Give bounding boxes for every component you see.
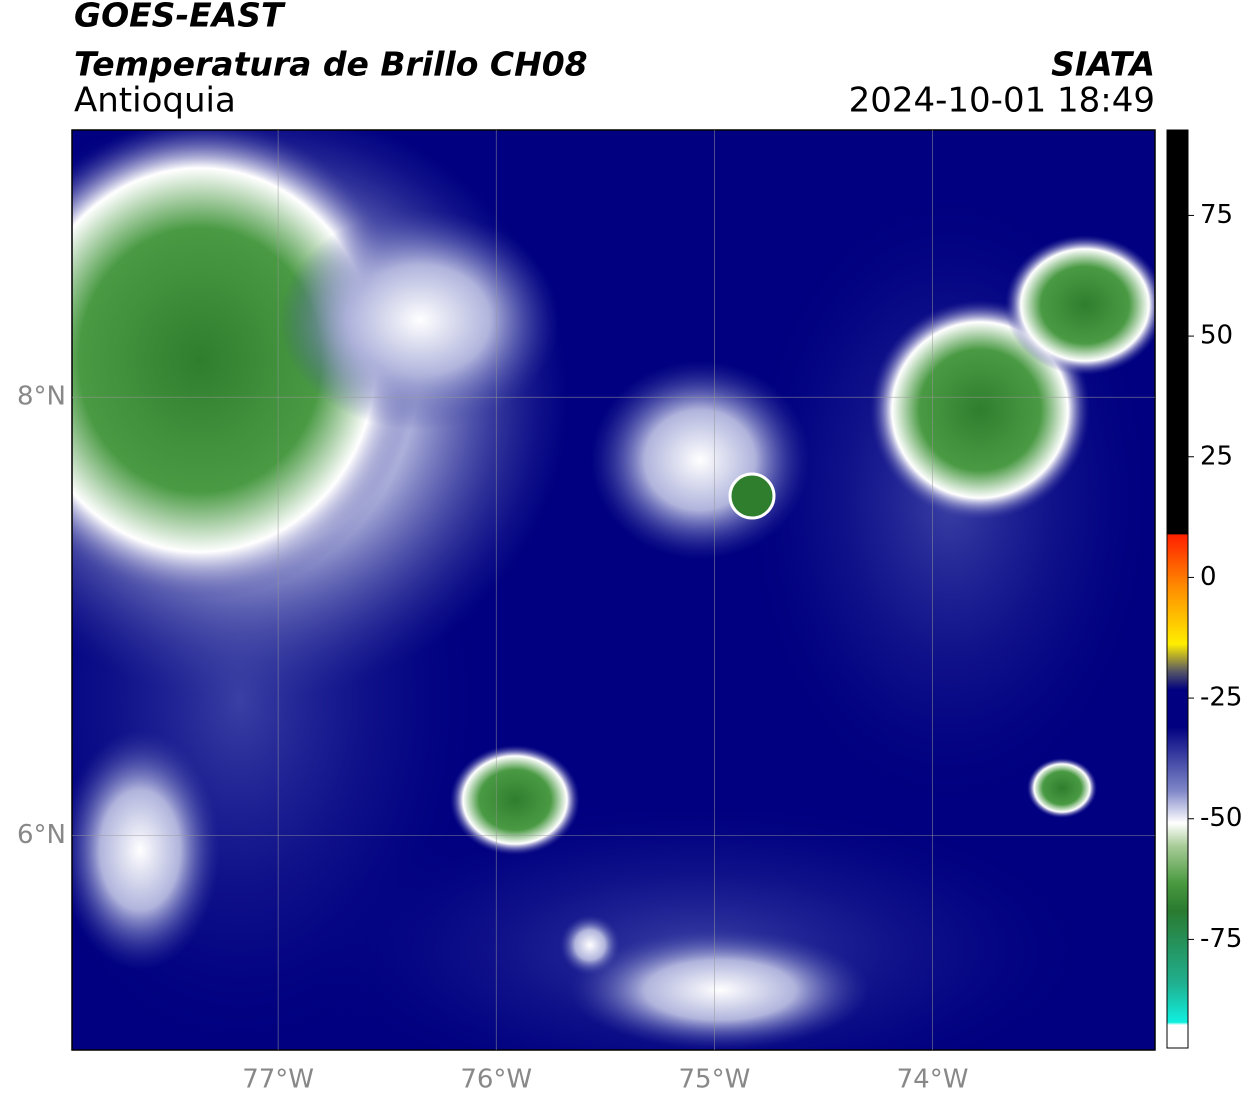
colorbar-tick-label: -75: [1200, 924, 1242, 954]
colorbar-tick-label: 75: [1200, 200, 1233, 230]
title: GOES-EAST: [74, 0, 286, 35]
colorbar-tick-label: -25: [1200, 683, 1242, 713]
colorbar-tick-label: 0: [1200, 562, 1217, 592]
lon-tick-label: 77°W: [242, 1065, 314, 1095]
datetime: 2024-10-01 18:49: [849, 81, 1155, 121]
lon-tick-label: 76°W: [460, 1065, 532, 1095]
lon-tick-label: 75°W: [678, 1065, 750, 1095]
satellite-image: [72, 130, 1155, 1050]
region: Antioquia: [74, 81, 236, 121]
lon-tick-label: 74°W: [897, 1065, 969, 1095]
colorbar-tick-label: -50: [1200, 803, 1242, 833]
colorbar: [1166, 129, 1189, 1049]
source: SIATA: [1051, 45, 1155, 84]
colorbar-tick-label: 50: [1200, 321, 1233, 351]
lat-tick-label: 8°N: [17, 382, 66, 412]
subtitle: Temperatura de Brillo CH08: [74, 45, 588, 84]
colorbar-tick-label: 25: [1200, 441, 1233, 471]
map-frame: [71, 129, 1156, 1051]
lat-tick-label: 6°N: [17, 820, 66, 850]
